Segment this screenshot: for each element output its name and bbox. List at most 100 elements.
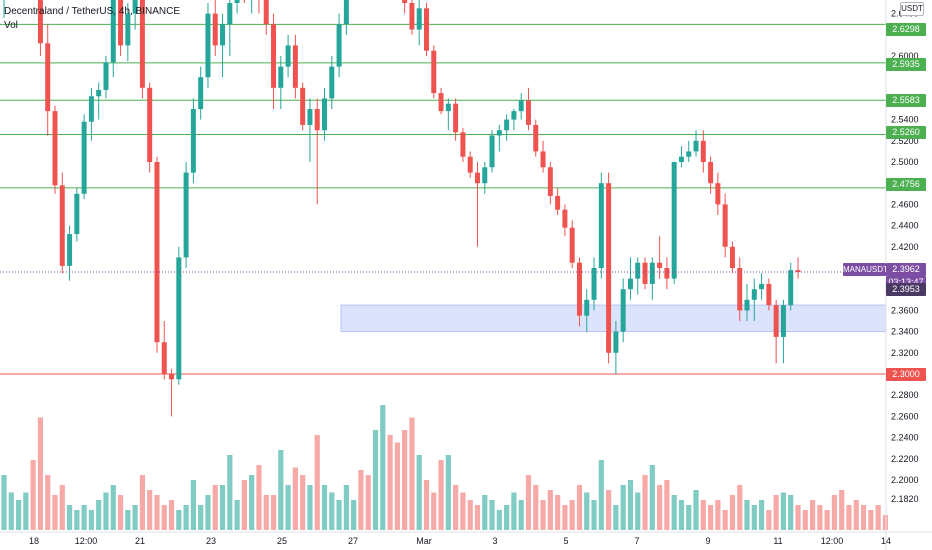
candle-body bbox=[110, 0, 116, 63]
candle-body bbox=[649, 262, 655, 284]
candle-body bbox=[88, 96, 94, 122]
candle-body bbox=[540, 151, 546, 168]
volume-bar bbox=[788, 495, 794, 530]
last-price-tag: 2.3962 bbox=[886, 263, 926, 276]
candle-body bbox=[759, 283, 765, 290]
volume-bar bbox=[219, 485, 226, 530]
volume-bar bbox=[467, 500, 473, 530]
price-tick-label: 2.6000 bbox=[891, 51, 919, 61]
volume-bar bbox=[540, 500, 546, 530]
volume-bar bbox=[409, 417, 415, 530]
volume-bar bbox=[139, 475, 146, 530]
candle-body bbox=[220, 24, 226, 46]
candle-body bbox=[307, 109, 313, 125]
volume-bar bbox=[482, 495, 488, 530]
volume-bar bbox=[860, 505, 867, 530]
candle-body bbox=[154, 162, 160, 343]
volume-bar bbox=[212, 485, 218, 530]
candle-body bbox=[139, 0, 145, 88]
level-tag-1: 2.6298 bbox=[886, 23, 926, 36]
volume-bar bbox=[671, 495, 677, 530]
candle-body bbox=[511, 111, 517, 120]
volume-bar bbox=[8, 492, 14, 530]
volume-bar bbox=[693, 490, 699, 530]
volume-bar bbox=[103, 492, 109, 530]
volume-bar bbox=[278, 450, 284, 530]
price-tick-label: 2.3600 bbox=[891, 305, 919, 315]
volume-bar bbox=[88, 510, 95, 530]
candle-body bbox=[45, 43, 51, 112]
candle-body bbox=[285, 45, 291, 67]
volume-bar bbox=[824, 510, 830, 530]
candle-body bbox=[642, 262, 648, 284]
volume-bar bbox=[453, 485, 459, 530]
volume-bar bbox=[15, 500, 22, 530]
volume-bar bbox=[249, 475, 255, 530]
candle-body bbox=[198, 77, 204, 109]
candle-body bbox=[322, 98, 328, 131]
time-tick-label: 14 bbox=[881, 536, 891, 546]
candle-body bbox=[576, 262, 582, 316]
time-tick-label: 25 bbox=[277, 536, 287, 546]
volume-bar bbox=[416, 455, 422, 530]
candle-body bbox=[715, 183, 721, 205]
volume-bar bbox=[314, 435, 320, 530]
price-tick-label: 2.2000 bbox=[891, 475, 919, 485]
candle-body bbox=[474, 172, 480, 184]
volume-bar bbox=[518, 500, 524, 530]
volume-bar bbox=[1, 475, 7, 530]
volume-bar bbox=[307, 485, 313, 530]
time-tick-label: 27 bbox=[348, 536, 358, 546]
volume-bar bbox=[423, 480, 430, 530]
candle-body bbox=[533, 124, 539, 152]
candle-body bbox=[635, 262, 641, 279]
candle-body bbox=[314, 109, 320, 131]
candle-body bbox=[227, 3, 233, 25]
volume-bar bbox=[110, 485, 116, 530]
volume-bar bbox=[241, 480, 247, 530]
time-tick-label: 11 bbox=[773, 536, 782, 546]
volume-bar bbox=[74, 510, 80, 530]
volume-bar bbox=[511, 492, 517, 530]
volume-bar bbox=[846, 505, 852, 530]
volume-bar bbox=[256, 465, 262, 530]
candle-body bbox=[74, 193, 80, 235]
volume-bar bbox=[773, 495, 779, 530]
time-tick-label: 3 bbox=[492, 536, 497, 546]
volume-bar bbox=[380, 405, 386, 530]
demand-zone bbox=[340, 304, 887, 333]
volume-bar bbox=[438, 460, 444, 530]
candle-body bbox=[737, 268, 743, 311]
volume-bar bbox=[547, 490, 553, 530]
candle-body bbox=[278, 66, 284, 88]
volume-bar bbox=[722, 510, 728, 530]
volume-bar bbox=[198, 505, 204, 530]
candle-body bbox=[627, 278, 633, 290]
candle-body bbox=[336, 24, 342, 67]
volume-bar bbox=[154, 495, 160, 530]
price-tick-label: 2.4400 bbox=[891, 221, 919, 231]
volume-bar bbox=[176, 510, 182, 530]
volume-bar bbox=[635, 492, 641, 530]
candle-body bbox=[525, 100, 531, 125]
level-tag-5: 2.4756 bbox=[886, 178, 926, 191]
time-axis[interactable]: 18 12:00 21 23 25 27 Mar 3 5 7 9 11 12:00 14 bbox=[0, 531, 932, 546]
volume-bar bbox=[751, 505, 757, 530]
candle-body bbox=[678, 156, 684, 162]
price-tick-label: 2.5400 bbox=[891, 115, 919, 125]
volume-bar bbox=[700, 500, 706, 530]
candle-body bbox=[467, 156, 473, 173]
currency-badge[interactable]: USDT bbox=[900, 2, 924, 16]
volume-bar bbox=[533, 485, 539, 530]
candle-body bbox=[329, 66, 335, 99]
candle-body bbox=[657, 262, 663, 268]
candle-body bbox=[67, 234, 73, 266]
candle-body bbox=[169, 374, 175, 380]
volume-bar bbox=[627, 480, 634, 530]
volume-bar bbox=[606, 490, 612, 530]
candle-body bbox=[504, 119, 510, 131]
price-tick-label: 2.5200 bbox=[891, 136, 919, 146]
volume-bar bbox=[555, 495, 561, 530]
candle-body bbox=[409, 3, 415, 30]
